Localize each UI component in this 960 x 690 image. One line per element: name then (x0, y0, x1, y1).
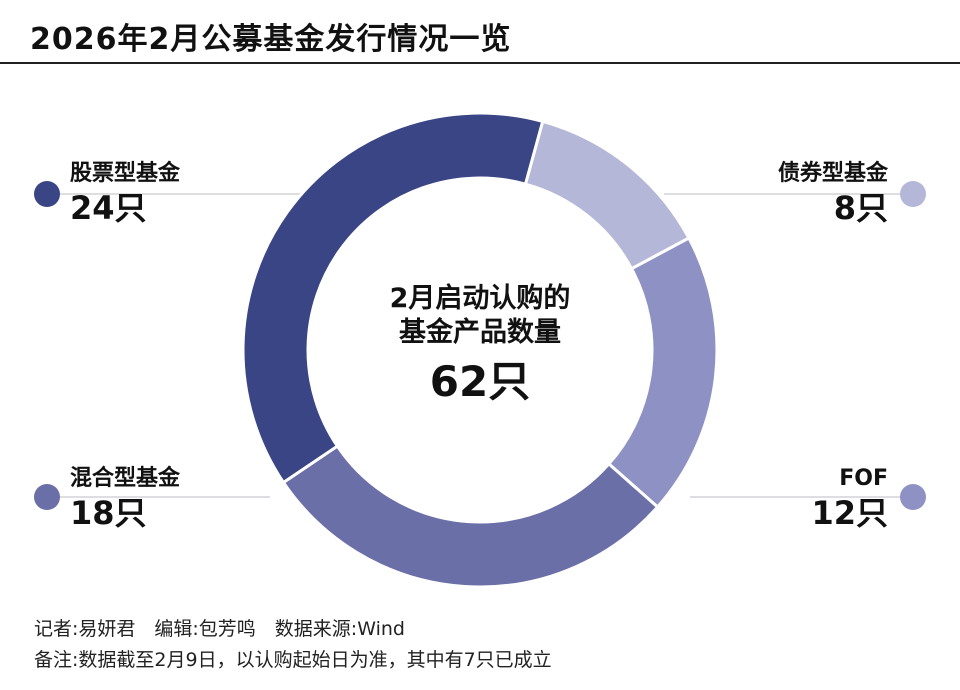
center-total: 62只 (429, 357, 531, 406)
center-line-2: 基金产品数量 (399, 317, 561, 348)
label-mixed-name: 混合型基金 (70, 466, 181, 491)
center-line-1: 2月启动认购的 (389, 283, 571, 314)
slice-bond-fund (523, 119, 691, 271)
label-bond-fund: 债券型基金 8只 (778, 160, 888, 228)
label-stock-value: 24只 (70, 189, 147, 227)
chart-title: 2026年2月公募基金发行情况一览 (30, 22, 512, 57)
donut-center-text: 2月启动认购的 基金产品数量 62只 (330, 282, 630, 408)
legend-dot-mixed (34, 484, 60, 510)
label-bond-name: 债券型基金 (777, 161, 888, 186)
label-fof-name: FOF (839, 466, 888, 491)
label-mixed-value: 18只 (70, 494, 147, 532)
label-stock-fund: 股票型基金 24只 (70, 160, 180, 228)
legend-dot-fof (900, 484, 926, 510)
slice-mixed-fund (281, 444, 660, 589)
title-divider (0, 62, 960, 64)
slice-stock-fund (241, 111, 545, 485)
legend-dot-stock (34, 181, 60, 207)
label-fof: FOF 12只 (811, 465, 888, 533)
footer-note: 备注:数据截至2月9日，以认购起始日为准，其中有7只已成立 (34, 649, 552, 671)
label-mixed-fund: 混合型基金 18只 (70, 465, 180, 533)
legend-dot-bond (900, 181, 926, 207)
footer-credits: 记者:易妍君 编辑:包芳鸣 数据来源:Wind (34, 618, 405, 640)
label-fof-value: 12只 (811, 494, 888, 532)
donut-slices (241, 111, 719, 589)
label-bond-value: 8只 (833, 189, 888, 227)
label-stock-name: 股票型基金 (70, 161, 181, 186)
